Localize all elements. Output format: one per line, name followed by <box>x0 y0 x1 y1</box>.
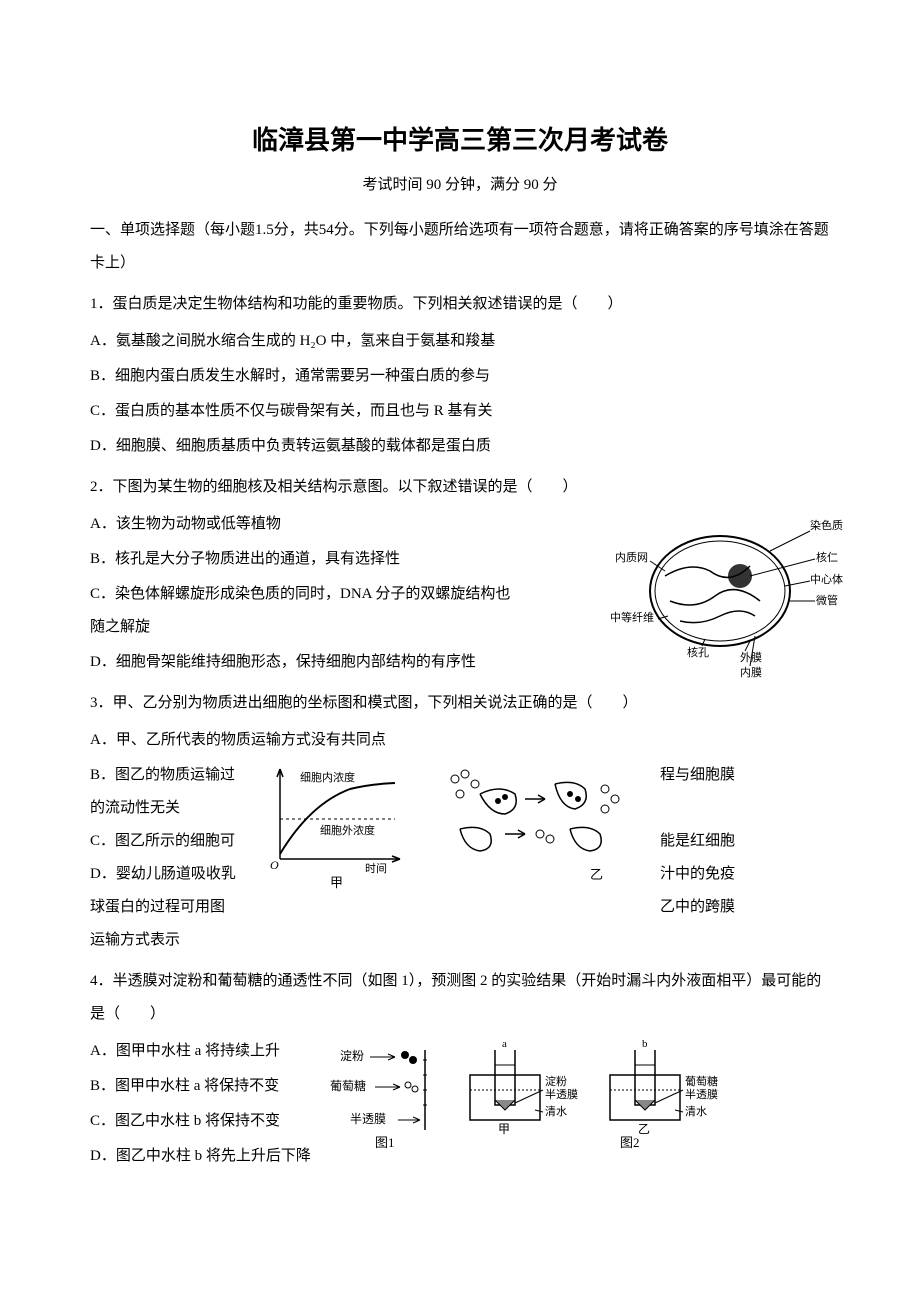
q2-option-d: D．细胞骨架能维持细胞形态，保持细胞内部结构的有序性 <box>90 646 520 679</box>
label-qingshui2: 清水 <box>685 1105 707 1118</box>
q4-option-a: A．图甲中水柱 a 将持续上升 <box>90 1035 320 1068</box>
q3-chart-jia: 细胞内浓度 细胞外浓度 时间 O 甲 <box>260 759 410 889</box>
label-neizhiwang: 内质网 <box>615 550 648 564</box>
q3-d-right: 汁中的免疫 <box>660 858 755 891</box>
label-jia-q4: 甲 <box>498 1122 510 1136</box>
q3-d3: 运输方式表示 <box>90 924 830 957</box>
q3-d2-right: 乙中的跨膜 <box>660 891 755 924</box>
label-dianfen-bantoumo2: 半透膜 <box>545 1087 578 1101</box>
q4-membrane-diagram: 淀粉 葡萄糖 半透膜 图1 <box>320 1035 740 1155</box>
label-weiguan: 微管 <box>816 593 838 607</box>
label-tu2: 图2 <box>620 1135 640 1150</box>
label-putaotang-bantoumo2: 半透膜 <box>685 1087 718 1101</box>
q4-option-c: C．图乙中水柱 b 将保持不变 <box>90 1105 320 1138</box>
q2-option-a: A．该生物为动物或低等植物 <box>90 508 520 541</box>
label-tu1: 图1 <box>375 1135 395 1150</box>
question-1: 1．蛋白质是决定生物体结构和功能的重要物质。下列相关叙述错误的是（ ） A．氨基… <box>90 288 830 463</box>
label-dianfen-bantoumo1: 淀粉 <box>545 1074 567 1088</box>
q3-b-left: B．图乙的物质运输过 <box>90 759 260 792</box>
q1-text: 1．蛋白质是决定生物体结构和功能的重要物质。下列相关叙述错误的是（ ） <box>90 288 830 321</box>
label-shijian: 时间 <box>365 862 387 875</box>
label-dianfen: 淀粉 <box>340 1049 364 1063</box>
label-bantoumo: 半透膜 <box>350 1112 386 1126</box>
label-zhongxinti: 中心体 <box>810 572 843 586</box>
q1-option-d: D．细胞膜、细胞质基质中负责转运氨基酸的载体都是蛋白质 <box>90 430 830 463</box>
label-rangsezhi: 染色质 <box>810 518 843 532</box>
section-header: 一、单项选择题（每小题1.5分，共54分。下列每小题所给选项有一项符合题意，请将… <box>90 214 830 280</box>
label-putaotang-bantoumo1: 葡萄糖 <box>685 1074 718 1088</box>
label-hekong: 核孔 <box>687 645 709 659</box>
q1-option-a: A．氨基酸之间脱水缩合生成的 H₂O 中，氢来自于氨基和羧基 <box>90 325 830 358</box>
exam-title: 临漳县第一中学高三第三次月考试卷 <box>90 120 830 157</box>
q3-text: 3．甲、乙分别为物质进出细胞的坐标图和模式图，下列相关说法正确的是（ ） <box>90 687 830 720</box>
q1-option-c: C．蛋白质的基本性质不仅与碳骨架有关，而且也与 R 基有关 <box>90 395 830 428</box>
label-b: b <box>642 1038 648 1050</box>
label-qingshui1: 清水 <box>545 1105 567 1118</box>
q4-option-b: B．图甲中水柱 a 将保持不变 <box>90 1070 320 1103</box>
q3-c-right: 能是红细胞 <box>660 825 755 858</box>
q3-chart-yi: 乙 <box>430 759 640 889</box>
question-3: 3．甲、乙分别为物质进出细胞的坐标图和模式图，下列相关说法正确的是（ ） A．甲… <box>90 687 830 957</box>
q3-b2-left: 的流动性无关 <box>90 792 260 825</box>
q3-c-left: C．图乙所示的细胞可 <box>90 825 260 858</box>
label-wainongdu: 细胞外浓度 <box>320 823 375 837</box>
q3-b-right: 程与细胞膜 <box>660 759 755 792</box>
question-2: 2．下图为某生物的细胞核及相关结构示意图。以下叙述错误的是（ ） A．该生物为动… <box>90 471 830 679</box>
exam-subtitle: 考试时间 90 分钟，满分 90 分 <box>90 173 830 194</box>
q3-d-left: D．婴幼儿肠道吸收乳 <box>90 858 260 891</box>
q2-text: 2．下图为某生物的细胞核及相关结构示意图。以下叙述错误的是（ ） <box>90 471 830 504</box>
q2-cell-nucleus-diagram: 染色质 内质网 核仁 中心体 微管 中等纤维 核孔 外膜 内膜 <box>610 501 850 681</box>
label-jia: 甲 <box>330 875 343 889</box>
label-a: a <box>502 1038 507 1050</box>
label-neinongdu: 细胞内浓度 <box>300 770 355 784</box>
label-heren: 核仁 <box>816 550 838 564</box>
q4-text: 4．半透膜对淀粉和葡萄糖的通透性不同（如图 1），预测图 2 的实验结果（开始时… <box>90 965 830 1031</box>
label-yi: 乙 <box>590 867 603 882</box>
q3-d2-left: 球蛋白的过程可用图 <box>90 891 260 924</box>
label-putaotang: 葡萄糖 <box>330 1078 366 1093</box>
q2-option-c: C．染色体解螺旋形成染色质的同时，DNA 分子的双螺旋结构也随之解旋 <box>90 578 520 644</box>
q3-option-a: A．甲、乙所代表的物质运输方式没有共同点 <box>90 724 830 757</box>
q1-option-b: B．细胞内蛋白质发生水解时，通常需要另一种蛋白质的参与 <box>90 360 830 393</box>
label-zhongdengxianwei: 中等纤维 <box>610 610 654 624</box>
q2-option-b: B．核孔是大分子物质进出的通道，具有选择性 <box>90 543 520 576</box>
question-4: 4．半透膜对淀粉和葡萄糖的通透性不同（如图 1），预测图 2 的实验结果（开始时… <box>90 965 830 1175</box>
label-yi-q4: 乙 <box>638 1122 650 1136</box>
q4-option-d: D．图乙中水柱 b 将先上升后下降 <box>90 1140 320 1173</box>
label-neimo: 内膜 <box>740 665 762 679</box>
label-o: O <box>270 858 279 872</box>
